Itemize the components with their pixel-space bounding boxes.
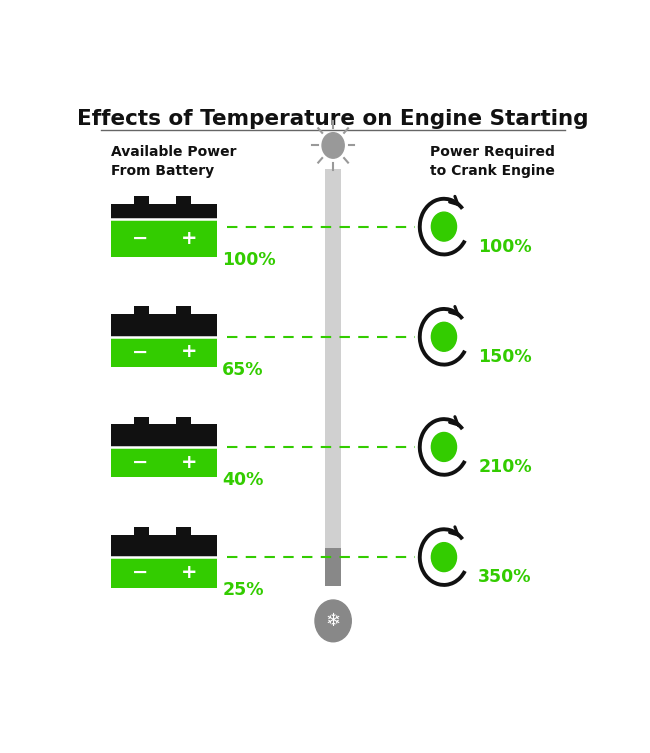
Text: 100%: 100% bbox=[478, 238, 532, 256]
Text: 210%: 210% bbox=[478, 459, 532, 476]
Bar bbox=[112, 219, 217, 257]
Bar bbox=[176, 197, 191, 204]
Bar bbox=[134, 416, 148, 425]
Text: +: + bbox=[181, 562, 197, 582]
Circle shape bbox=[432, 212, 456, 241]
Bar bbox=[176, 416, 191, 425]
Bar bbox=[112, 204, 217, 219]
Text: +: + bbox=[181, 229, 197, 248]
Text: 100%: 100% bbox=[222, 251, 276, 269]
Bar bbox=[134, 306, 148, 314]
Circle shape bbox=[432, 322, 456, 351]
Bar bbox=[176, 306, 191, 314]
Bar bbox=[112, 337, 217, 367]
Bar bbox=[134, 526, 148, 535]
Bar bbox=[112, 535, 217, 557]
Bar bbox=[112, 447, 217, 477]
Text: 150%: 150% bbox=[478, 348, 532, 366]
Circle shape bbox=[432, 543, 456, 572]
Text: +: + bbox=[181, 453, 197, 471]
Text: −: − bbox=[132, 343, 148, 361]
Bar bbox=[112, 425, 217, 447]
Text: −: − bbox=[132, 229, 148, 248]
Bar bbox=[325, 169, 341, 548]
Text: ❄: ❄ bbox=[326, 612, 341, 630]
Text: +: + bbox=[181, 343, 197, 361]
Circle shape bbox=[432, 432, 456, 462]
Text: Effects of Temperature on Engine Starting: Effects of Temperature on Engine Startin… bbox=[77, 109, 589, 129]
Text: Power Required
to Crank Engine: Power Required to Crank Engine bbox=[430, 145, 554, 178]
Text: −: − bbox=[132, 562, 148, 582]
Circle shape bbox=[315, 600, 351, 642]
Text: 350%: 350% bbox=[478, 569, 532, 587]
Text: −: − bbox=[132, 453, 148, 471]
Text: 40%: 40% bbox=[222, 471, 264, 489]
Circle shape bbox=[322, 133, 344, 158]
Text: 65%: 65% bbox=[222, 361, 264, 379]
Bar bbox=[176, 526, 191, 535]
Bar bbox=[112, 314, 217, 337]
Bar bbox=[112, 557, 217, 587]
Bar bbox=[325, 548, 341, 586]
Text: 25%: 25% bbox=[222, 581, 264, 599]
Text: Available Power
From Battery: Available Power From Battery bbox=[112, 145, 237, 178]
Bar bbox=[134, 197, 148, 204]
